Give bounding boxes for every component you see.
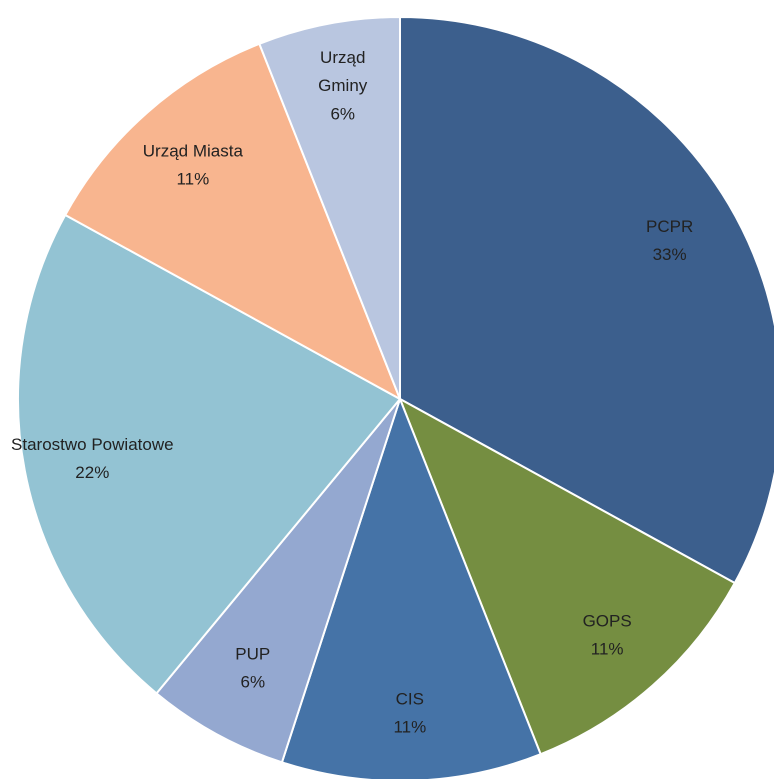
pie-slice [155, 398, 401, 764]
pie-slice [398, 396, 737, 756]
slice-value-label: 6% [240, 672, 265, 691]
pie-slice [280, 396, 542, 779]
slice-label: Starostwo Powiatowe [11, 435, 174, 454]
pie-slice [258, 15, 401, 400]
slice-value-label: 33% [653, 245, 687, 264]
slice-value-label: 11% [393, 718, 426, 737]
slice-value-label: 11% [591, 639, 624, 658]
slice-label: PUP [235, 644, 270, 663]
slice-label: CIS [396, 690, 424, 709]
pie-slice [399, 15, 774, 585]
slice-value-label: 11% [176, 170, 209, 189]
slice-value-label: 22% [75, 463, 109, 482]
slice-value-label: 6% [330, 104, 355, 123]
pie-slice [63, 42, 402, 402]
slice-label: Urząd Miasta [143, 142, 244, 161]
slice-label: GOPS [583, 611, 632, 630]
pie-slice [17, 213, 402, 695]
slice-label: Urząd Gminy [318, 48, 368, 95]
slice-label: PCPR [646, 217, 693, 236]
